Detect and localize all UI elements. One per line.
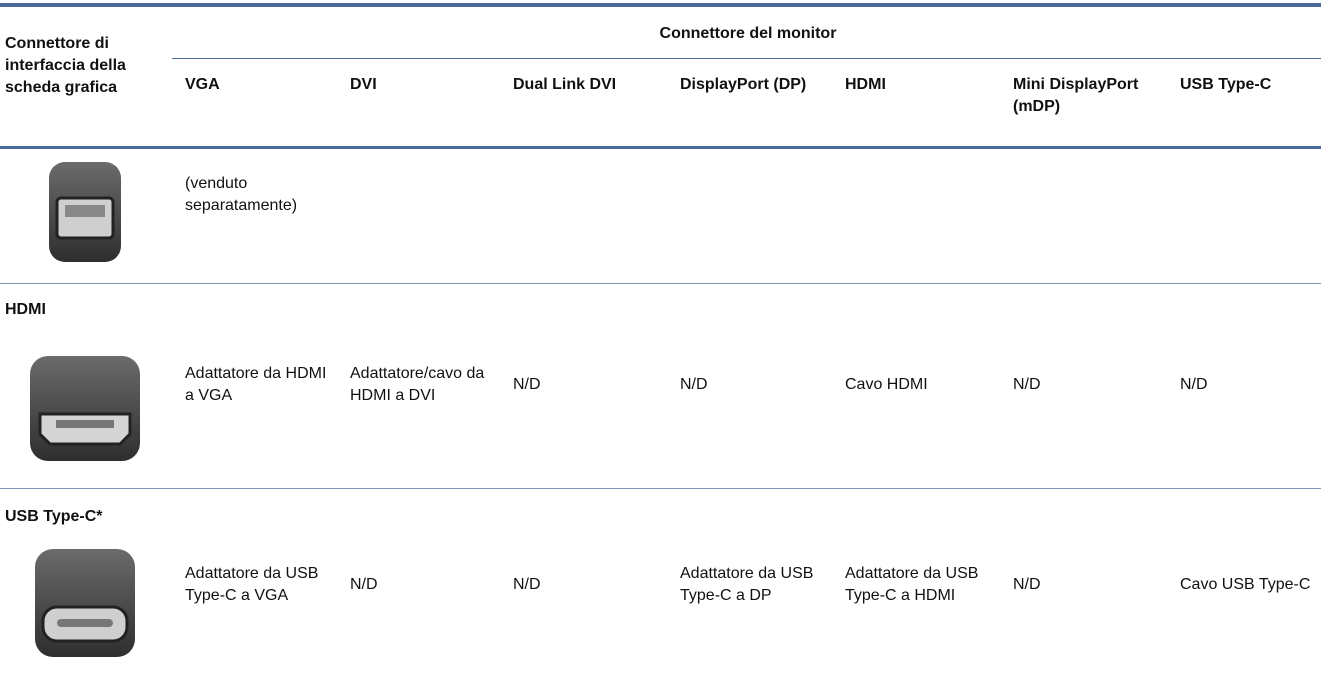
column-header: Mini DisplayPort (mDP) [1013,76,1139,115]
cell: Cavo USB Type-C [1180,576,1311,593]
cell: Cavo HDMI [845,376,928,393]
column-header: HDMI [845,76,886,93]
usb-c-icon [35,549,135,657]
row-rule [0,283,1321,284]
cell: N/D [513,576,541,593]
cell: Adattatore da USB Type-C a DP [680,565,814,604]
cell: N/D [1180,376,1208,393]
cell: Adattatore da USB Type-C a VGA [185,565,319,604]
header-rule [0,146,1321,149]
column-group-title: Connettore del monitor [659,25,837,42]
mini-displayport-icon [49,162,121,262]
cell: N/D [1013,376,1041,393]
row-rule [0,488,1321,489]
top-rule [0,3,1321,7]
column-header: DisplayPort (DP) [680,76,807,93]
row-label: USB Type-C* [5,508,103,525]
cell: N/D [680,376,708,393]
cell: (venduto separatamente) [185,175,298,214]
cell: Adattatore da HDMI a VGA [185,365,327,404]
cell: Adattatore/cavo da HDMI a DVI [350,365,485,404]
column-header: Dual Link DVI [513,76,617,93]
cell: N/D [513,376,541,393]
row-label: HDMI [5,301,46,318]
column-header: VGA [185,76,220,93]
cell: N/D [1013,576,1041,593]
column-header: DVI [350,76,377,93]
group-rule [172,58,1321,59]
cell: N/D [350,576,378,593]
row-header: Connettore di interfaccia della scheda g… [5,35,126,96]
column-header: USB Type-C [1180,76,1272,93]
hdmi-icon [30,356,140,461]
cell: Adattatore da USB Type-C a HDMI [845,565,979,604]
